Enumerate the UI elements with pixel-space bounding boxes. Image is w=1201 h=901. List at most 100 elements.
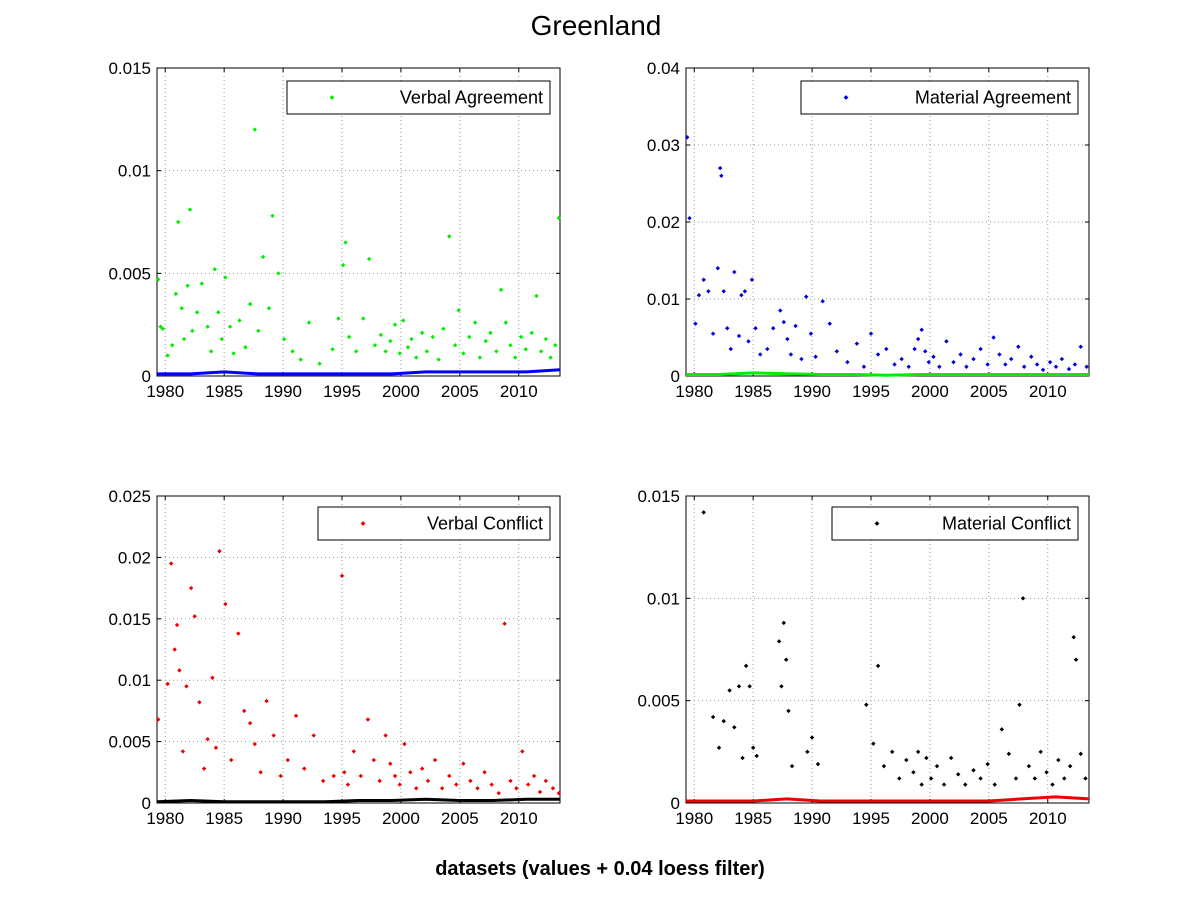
verbal-conflict-data-point bbox=[174, 622, 180, 628]
verbal-agreement-data-point bbox=[430, 334, 435, 340]
material-conflict-data-point bbox=[809, 735, 815, 740]
material-agreement-y-tick-label: 0.03 bbox=[647, 136, 680, 155]
material-agreement-data-point bbox=[765, 346, 770, 352]
material-conflict-x-tick-label: 1995 bbox=[852, 809, 890, 828]
verbal-conflict-data-point bbox=[502, 621, 507, 626]
verbal-agreement-data-point bbox=[397, 351, 402, 356]
verbal-agreement-data-point bbox=[209, 349, 214, 354]
material-agreement-data-point bbox=[719, 173, 724, 178]
material-agreement-data-point bbox=[997, 352, 1002, 357]
verbal-conflict-data-point bbox=[358, 773, 364, 779]
verbal-agreement-data-point bbox=[529, 330, 534, 336]
verbal-conflict-data-point bbox=[525, 782, 531, 787]
verbal-conflict-data-point bbox=[345, 782, 351, 787]
material-conflict-data-point bbox=[1071, 635, 1076, 640]
verbal-agreement-data-point bbox=[317, 361, 322, 366]
verbal-agreement-data-point bbox=[176, 219, 181, 225]
material-agreement-data-point bbox=[931, 354, 936, 359]
verbal-agreement-data-point bbox=[190, 328, 195, 334]
material-agreement-data-point bbox=[706, 289, 711, 294]
material-conflict-data-point bbox=[779, 684, 784, 689]
material-conflict-data-point bbox=[956, 772, 961, 777]
material-conflict-data-point bbox=[999, 727, 1005, 732]
material-agreement-data-point bbox=[834, 349, 840, 354]
verbal-agreement-data-point bbox=[534, 293, 539, 299]
material-conflict-data-point bbox=[978, 776, 983, 781]
verbal-agreement-x-tick-label: 1985 bbox=[205, 382, 243, 401]
verbal-conflict-data-point bbox=[320, 778, 326, 784]
material-conflict-y-tick-label: 0.005 bbox=[637, 692, 680, 711]
verbal-agreement-x-tick-label: 2000 bbox=[382, 382, 420, 401]
verbal-agreement-data-point bbox=[173, 291, 179, 297]
verbal-conflict-data-point bbox=[475, 786, 480, 791]
verbal-conflict-x-tick-label: 1980 bbox=[146, 809, 184, 828]
verbal-agreement-data-point bbox=[401, 318, 406, 323]
material-agreement-data-point bbox=[753, 326, 758, 331]
material-agreement-data-point bbox=[937, 364, 942, 369]
material-agreement-data-point bbox=[915, 336, 921, 342]
material-agreement-x-tick-label: 1980 bbox=[675, 382, 713, 401]
material-agreement-x-tick-label: 2010 bbox=[1029, 382, 1067, 401]
material-agreement-data-point bbox=[906, 364, 911, 369]
verbal-agreement-y-tick-label: 0.01 bbox=[118, 162, 151, 181]
verbal-agreement-data-point bbox=[436, 357, 441, 362]
verbal-agreement-data-point bbox=[548, 355, 553, 360]
material-conflict-data-point bbox=[928, 776, 934, 781]
verbal-conflict-data-point bbox=[447, 773, 452, 779]
verbal-agreement-x-tick-label: 2005 bbox=[441, 382, 479, 401]
material-agreement-data-point bbox=[868, 331, 874, 336]
verbal-agreement-data-point bbox=[378, 332, 384, 338]
material-agreement-data-point bbox=[1078, 344, 1083, 349]
material-agreement-data-point bbox=[701, 277, 706, 282]
verbal-conflict-data-point bbox=[168, 561, 174, 566]
material-conflict-data-point bbox=[1050, 782, 1055, 787]
verbal-agreement-data-point bbox=[343, 240, 348, 245]
verbal-conflict-data-point bbox=[188, 585, 194, 591]
material-agreement-data-point bbox=[684, 135, 690, 140]
material-conflict-data-point bbox=[1017, 702, 1022, 707]
verbal-conflict-data-point bbox=[550, 786, 556, 791]
material-agreement-data-point bbox=[899, 356, 904, 362]
material-conflict-x-tick-label: 2000 bbox=[911, 809, 949, 828]
material-conflict-y-tick-label: 0.01 bbox=[647, 589, 680, 608]
verbal-agreement-data-point bbox=[199, 281, 204, 286]
verbal-agreement-data-point bbox=[276, 271, 281, 276]
verbal-agreement-data-point bbox=[298, 357, 303, 362]
material-agreement-data-point bbox=[793, 323, 798, 329]
verbal-conflict-x-tick-label: 2000 bbox=[382, 809, 420, 828]
material-agreement-data-point bbox=[820, 299, 825, 304]
material-conflict-data-point bbox=[890, 749, 895, 755]
verbal-agreement-data-point bbox=[160, 326, 166, 331]
material-agreement-data-point bbox=[884, 346, 889, 352]
material-agreement-legend-label: Material Agreement bbox=[915, 88, 1071, 108]
material-conflict-data-point bbox=[776, 639, 782, 644]
verbal-conflict-data-point bbox=[537, 789, 543, 795]
material-agreement-data-point bbox=[803, 294, 809, 299]
verbal-agreement-data-point bbox=[467, 334, 472, 340]
material-agreement-data-point bbox=[1034, 362, 1040, 367]
verbal-agreement-axes-box bbox=[156, 67, 561, 377]
verbal-conflict-x-tick-label: 1985 bbox=[205, 809, 243, 828]
material-conflict-data-point bbox=[805, 749, 810, 755]
material-conflict-y-tick-label: 0 bbox=[671, 794, 680, 813]
verbal-agreement-x-tick-label: 1980 bbox=[146, 382, 184, 401]
verbal-conflict-data-point bbox=[264, 698, 269, 704]
material-agreement-data-point bbox=[951, 359, 956, 365]
material-agreement-data-point bbox=[875, 352, 881, 357]
material-conflict-data-point bbox=[919, 782, 924, 787]
verbal-agreement-data-point bbox=[340, 262, 346, 268]
material-agreement-data-point bbox=[991, 335, 996, 340]
material-conflict-data-point bbox=[1013, 776, 1019, 781]
verbal-conflict-data-point bbox=[236, 631, 241, 636]
material-agreement-data-point bbox=[923, 349, 928, 354]
verbal-conflict-data-point bbox=[556, 790, 562, 796]
verbal-conflict-data-point bbox=[425, 778, 431, 784]
verbal-agreement-data-point bbox=[513, 355, 518, 360]
verbal-conflict-data-point bbox=[223, 601, 228, 607]
verbal-agreement-data-point bbox=[498, 287, 504, 292]
material-agreement-data-point bbox=[746, 339, 751, 344]
material-agreement-data-point bbox=[732, 269, 737, 275]
verbal-conflict-data-point bbox=[165, 681, 170, 687]
material-conflict-legend-label: Material Conflict bbox=[942, 514, 1071, 534]
